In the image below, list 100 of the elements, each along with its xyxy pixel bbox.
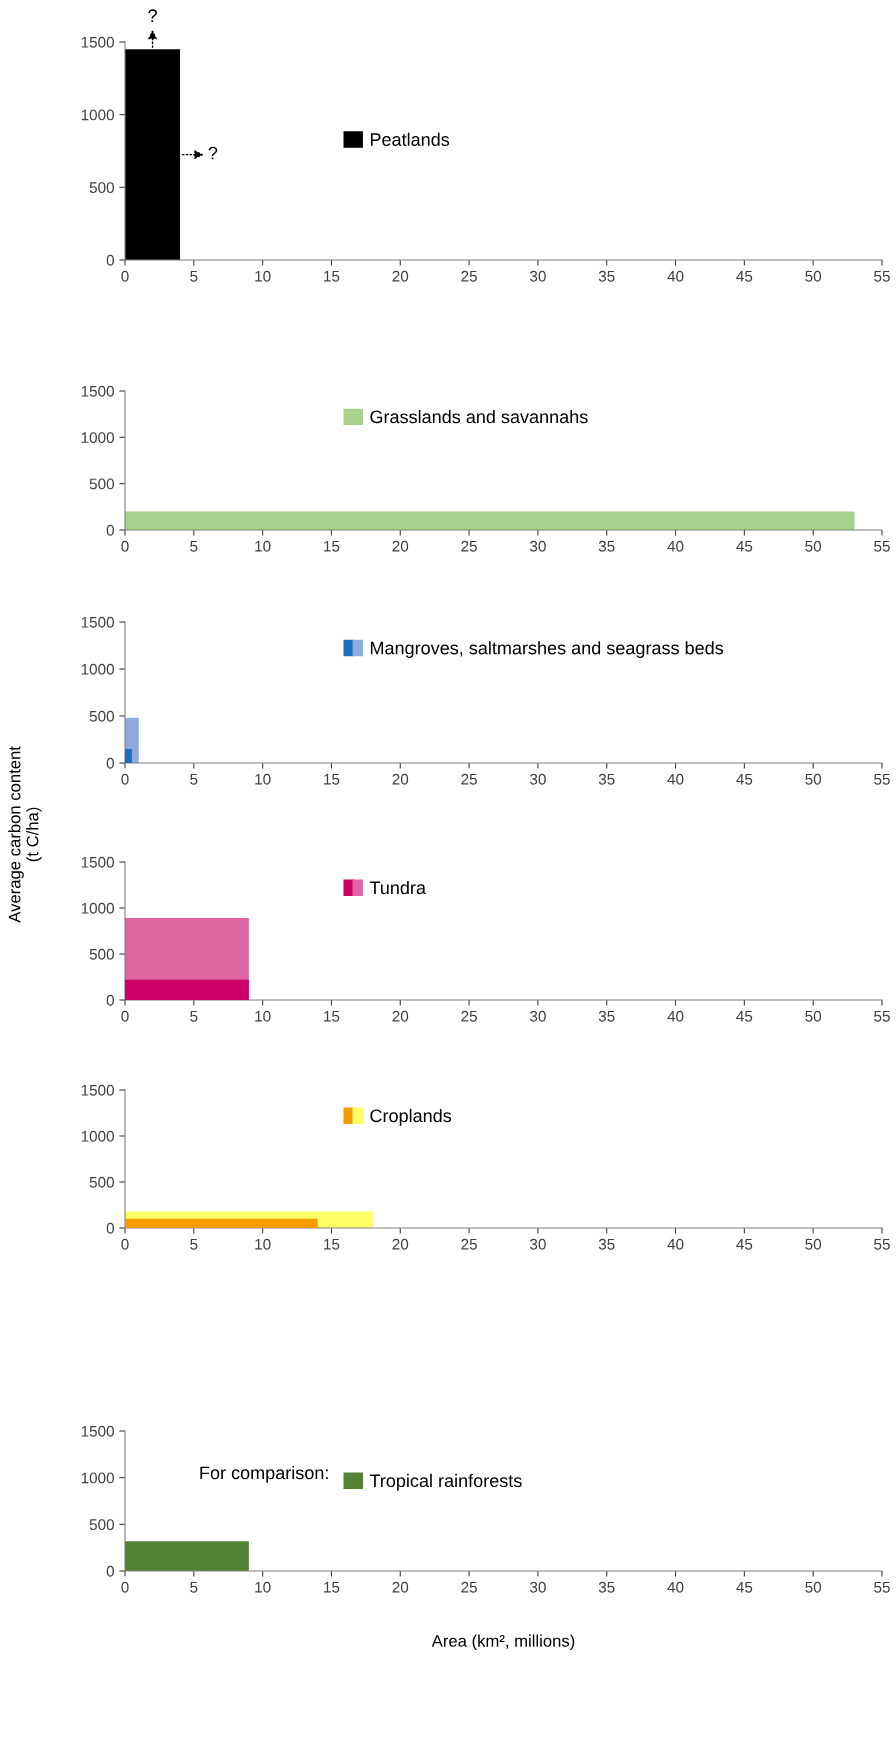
x-tick-label: 0: [121, 1010, 129, 1022]
x-tick-label: 40: [667, 1581, 684, 1593]
legend-label: Peatlands: [370, 132, 450, 146]
x-tick-label: 5: [190, 773, 198, 785]
x-tick-label: 25: [461, 270, 477, 282]
x-tick-label: 0: [121, 270, 129, 282]
x-tick-label: 35: [598, 270, 615, 282]
x-tick-label: 10: [255, 773, 271, 785]
annotation: ?: [148, 9, 157, 22]
x-tick-label: 40: [667, 1238, 684, 1250]
x-tick-label: 45: [736, 1238, 753, 1250]
x-tick-label: 20: [392, 1238, 409, 1250]
x-tick-label: 5: [190, 1238, 198, 1250]
x-tick-label: 5: [190, 540, 198, 552]
x-tick-label: 55: [874, 1581, 890, 1593]
y-tick-label: 500: [89, 478, 114, 490]
y-tick-label: 0: [106, 1222, 114, 1234]
x-tick-label: 10: [255, 1238, 271, 1250]
legend-label: Tropical rainforests: [369, 1473, 522, 1491]
x-tick-label: 0: [121, 1238, 129, 1250]
x-tick-label: 40: [667, 773, 684, 785]
x-axis-title: Area (km², millions): [431, 1634, 575, 1651]
x-tick-label: 15: [324, 540, 340, 552]
x-tick-label: 55: [874, 270, 890, 282]
y-tick-label: 1000: [81, 663, 114, 675]
x-tick-label: 20: [392, 773, 409, 785]
x-tick-label: 45: [736, 1581, 753, 1593]
x-tick-label: 0: [121, 540, 129, 552]
legend-label: Tundra: [369, 880, 426, 895]
x-tick-label: 50: [805, 1010, 822, 1022]
x-tick-label: 45: [736, 540, 753, 552]
x-tick-label: 30: [530, 773, 546, 785]
y-tick-label: 1000: [81, 1472, 114, 1484]
x-tick-label: 5: [190, 270, 198, 282]
x-tick-label: 35: [598, 1010, 615, 1022]
y-tick-label: 1000: [81, 902, 114, 914]
x-tick-label: 35: [598, 1581, 615, 1593]
x-tick-label: 25: [461, 1238, 477, 1250]
legend-label: Mangroves, saltmarshes and seagrass beds: [370, 641, 724, 658]
y-tick-label: 0: [106, 994, 114, 1006]
x-tick-label: 50: [805, 540, 822, 552]
y-tick-label: 1000: [81, 432, 114, 444]
x-tick-label: 10: [255, 1581, 271, 1593]
x-tick-label: 20: [392, 270, 409, 282]
x-tick-label: 35: [598, 540, 615, 552]
y-tick-label: 500: [89, 948, 114, 960]
x-tick-label: 15: [324, 1010, 340, 1022]
y-tick-label: 0: [106, 757, 114, 769]
y-tick-label: 1500: [81, 385, 114, 397]
y-tick-label: 0: [106, 1565, 114, 1577]
x-tick-label: 25: [461, 1581, 477, 1593]
x-tick-label: 35: [598, 1238, 615, 1250]
x-tick-label: 30: [530, 1581, 546, 1593]
annotation: ?: [208, 146, 218, 160]
x-tick-label: 50: [805, 270, 822, 282]
x-tick-label: 10: [255, 540, 271, 552]
x-tick-label: 55: [874, 540, 890, 552]
x-tick-label: 50: [805, 1581, 822, 1593]
y-tick-label: 500: [89, 710, 114, 722]
x-tick-label: 30: [530, 1238, 546, 1250]
x-tick-label: 0: [121, 773, 129, 785]
x-tick-label: 25: [461, 1010, 477, 1022]
y-tick-label: 500: [89, 182, 114, 194]
x-tick-label: 25: [461, 773, 477, 785]
x-tick-label: 15: [324, 1581, 340, 1593]
legend-label: Grasslands and savannahs: [370, 409, 588, 424]
x-tick-label: 15: [324, 773, 340, 785]
y-tick-label: 0: [106, 524, 114, 536]
y-tick-label: 1500: [81, 616, 114, 628]
x-tick-label: 30: [530, 270, 546, 282]
x-tick-label: 25: [461, 540, 477, 552]
x-tick-label: 55: [874, 1238, 890, 1250]
x-tick-label: 40: [667, 1010, 684, 1022]
y-tick-label: 500: [89, 1176, 114, 1188]
x-tick-label: 50: [805, 773, 822, 785]
x-tick-label: 30: [530, 1010, 546, 1022]
y-tick-label: 0: [106, 254, 114, 266]
x-tick-label: 45: [736, 1010, 753, 1022]
x-tick-label: 10: [255, 270, 271, 282]
x-tick-label: 40: [667, 270, 684, 282]
x-tick-label: 20: [392, 1010, 409, 1022]
x-tick-label: 55: [874, 773, 890, 785]
x-tick-label: 45: [736, 270, 753, 282]
x-tick-label: 10: [255, 1010, 271, 1022]
y-tick-label: 1500: [81, 1425, 114, 1437]
y-tick-label: 500: [89, 1519, 114, 1531]
x-tick-label: 35: [598, 773, 615, 785]
x-tick-label: 5: [190, 1581, 198, 1593]
x-tick-label: 50: [805, 1238, 822, 1250]
x-tick-label: 15: [324, 270, 340, 282]
x-tick-label: 5: [190, 1010, 198, 1022]
x-tick-label: 30: [530, 540, 546, 552]
x-tick-label: 0: [121, 1581, 129, 1593]
y-tick-label: 1000: [81, 109, 114, 121]
x-tick-label: 15: [324, 1238, 340, 1250]
y-tick-label: 1500: [81, 856, 114, 868]
annotation: For comparison:: [200, 1465, 328, 1483]
x-tick-label: 20: [392, 1581, 409, 1593]
y-tick-label: 1000: [81, 1130, 114, 1142]
x-tick-label: 45: [736, 773, 753, 785]
